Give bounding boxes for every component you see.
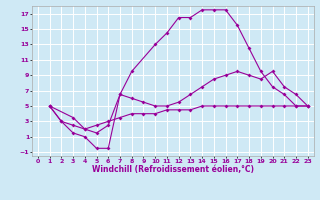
X-axis label: Windchill (Refroidissement éolien,°C): Windchill (Refroidissement éolien,°C)	[92, 165, 254, 174]
